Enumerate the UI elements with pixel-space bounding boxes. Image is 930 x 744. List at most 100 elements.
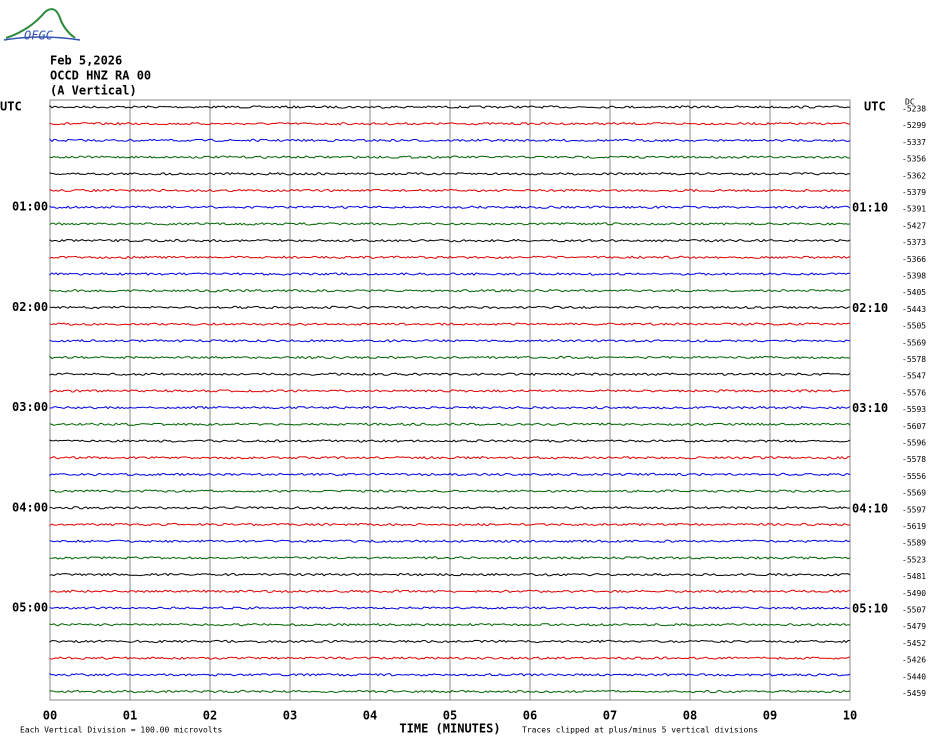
dc-value: -5426 [902,656,926,665]
dc-value: -5619 [902,522,926,531]
trace [49,205,851,209]
dc-value: -5299 [902,121,926,130]
dc-value: -5366 [902,255,926,264]
right-time-label: 05:10 [852,602,888,616]
trace [49,689,851,694]
left-time-label: 04:00 [12,500,48,514]
dc-value: -5443 [902,305,926,314]
x-tick-label: 01 [123,709,137,723]
trace [49,589,851,594]
trace [49,238,851,243]
dc-value: -5578 [902,355,926,364]
left-axis-title: UTC [0,100,22,114]
trace [49,572,851,577]
trace [49,422,851,426]
dc-value: -5238 [902,105,926,114]
x-tick-label: 02 [203,709,217,723]
logo-text: OFGC [24,29,54,43]
x-tick-label: 04 [363,709,377,723]
trace [49,672,851,677]
trace [49,656,851,660]
dc-value: -5379 [902,188,926,197]
dc-value: -5576 [902,388,926,397]
dc-value: -5481 [902,572,926,581]
trace [49,472,851,477]
dc-title: DC [905,98,915,107]
dc-value: -5547 [902,372,926,381]
trace [49,556,851,560]
logo-mark [5,8,76,39]
trace [49,255,851,260]
x-tick-label: 03 [283,709,297,723]
dc-value: -5398 [902,272,926,281]
dc-value: -5556 [902,472,926,481]
trace [49,522,851,527]
x-tick-label: 08 [683,709,697,723]
trace [49,272,851,276]
dc-value: -5569 [902,489,926,498]
dc-value: -5607 [902,422,926,431]
left-time-label: 03:00 [12,400,48,414]
dc-value: -5405 [902,288,926,297]
dc-value: -5440 [902,672,926,681]
scale-note: Each Vertical Division = 100.00 microvol… [20,726,222,735]
logo-wave [3,36,81,41]
trace [49,539,851,543]
dc-value: -5391 [902,205,926,214]
x-axis-title: TIME (MINUTES) [399,722,500,736]
clip-note: Traces clipped at plus/minus 5 vertical … [522,726,758,735]
trace [49,155,851,159]
dc-value: -5337 [902,138,926,147]
x-tick-label: 06 [523,709,537,723]
trace [49,305,851,310]
dc-value: -5427 [902,221,926,230]
trace [49,439,851,443]
x-tick-label: 09 [763,709,777,723]
dc-value: -5578 [902,455,926,464]
dc-value: -5362 [902,171,926,180]
right-time-label: 02:10 [852,301,888,315]
trace [49,506,851,510]
trace [49,489,851,493]
dc-value: -5505 [902,322,926,331]
dc-value: -5596 [902,439,926,448]
trace [49,405,851,410]
x-tick-label: 00 [43,709,57,723]
x-tick-label: 07 [603,709,617,723]
dc-value: -5356 [902,155,926,164]
trace [49,389,851,393]
trace [49,339,851,343]
trace [49,455,851,460]
dc-value: -5569 [902,338,926,347]
dc-value: -5490 [902,589,926,598]
trace [49,104,851,109]
dc-value: -5597 [902,505,926,514]
trace [49,355,851,360]
trace [49,606,851,610]
trace [49,188,851,193]
component: (A Vertical) [50,84,137,98]
trace [49,372,851,377]
dc-value: -5589 [902,539,926,548]
right-time-label: 03:10 [852,401,888,415]
trace [49,222,851,226]
right-time-label: 04:10 [852,501,888,515]
trace [49,288,851,293]
trace [49,639,851,644]
trace [49,622,851,627]
x-tick-label: 10 [843,709,857,723]
trace [49,172,851,176]
x-tick-label: 05 [443,709,457,723]
dc-value: -5593 [902,405,926,414]
date: Feb 5,2026 [50,54,122,68]
right-axis-title: UTC [864,100,886,114]
trace [49,138,851,143]
right-time-label: 01:10 [852,201,888,215]
dc-value: -5452 [902,639,926,648]
dc-value: -5479 [902,622,926,631]
left-time-label: 02:00 [12,300,48,314]
dc-value: -5459 [902,689,926,698]
dc-value: -5373 [902,238,926,247]
left-time-label: 05:00 [12,601,48,615]
